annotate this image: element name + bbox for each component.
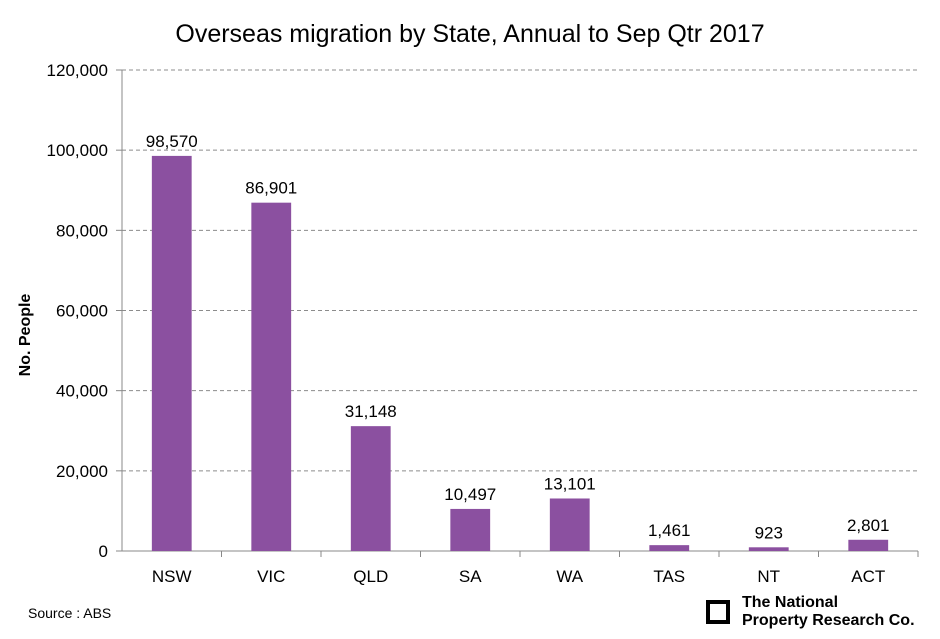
data-label: 98,570 — [146, 132, 198, 151]
y-tick-label: 40,000 — [56, 382, 108, 401]
bar-nt — [748, 547, 789, 551]
source-note: Source : ABS — [28, 605, 112, 621]
y-tick-label: 120,000 — [47, 61, 108, 80]
x-tick-label: ACT — [851, 567, 885, 586]
bar-sa — [450, 508, 491, 551]
x-tick-label: NSW — [152, 567, 192, 586]
bar-wa — [549, 498, 590, 551]
data-label: 86,901 — [245, 179, 297, 198]
y-tick-label: 0 — [99, 542, 108, 561]
x-tick-label: TAS — [653, 567, 685, 586]
logo-line-2: Property Research Co. — [742, 612, 915, 629]
data-label: 1,461 — [648, 521, 691, 540]
x-tick-label: SA — [459, 567, 482, 586]
bar-qld — [350, 426, 391, 551]
company-logo: The National Property Research Co. — [706, 594, 915, 630]
y-tick-label: 60,000 — [56, 302, 108, 321]
logo-text: The National Property Research Co. — [742, 594, 915, 630]
bar-nsw — [151, 155, 192, 551]
data-label: 31,148 — [345, 402, 397, 421]
x-tick-label: NT — [757, 567, 780, 586]
logo-line-1: The National — [742, 594, 839, 611]
x-tick-label: QLD — [353, 567, 388, 586]
y-tick-label: 20,000 — [56, 462, 108, 481]
logo-square-icon — [706, 600, 730, 624]
y-tick-label: 100,000 — [47, 141, 108, 160]
data-label: 923 — [755, 523, 783, 542]
data-label: 2,801 — [847, 516, 890, 535]
bar-vic — [251, 202, 292, 552]
x-tick-label: WA — [556, 567, 583, 586]
data-label: 10,497 — [444, 485, 496, 504]
y-axis-title: No. People — [17, 294, 34, 377]
x-tick-label: VIC — [257, 567, 285, 586]
y-tick-label: 80,000 — [56, 221, 108, 240]
chart-title: Overseas migration by State, Annual to S… — [175, 20, 765, 48]
bar-tas — [649, 545, 690, 551]
bar-act — [848, 539, 889, 551]
data-label: 13,101 — [544, 474, 596, 493]
